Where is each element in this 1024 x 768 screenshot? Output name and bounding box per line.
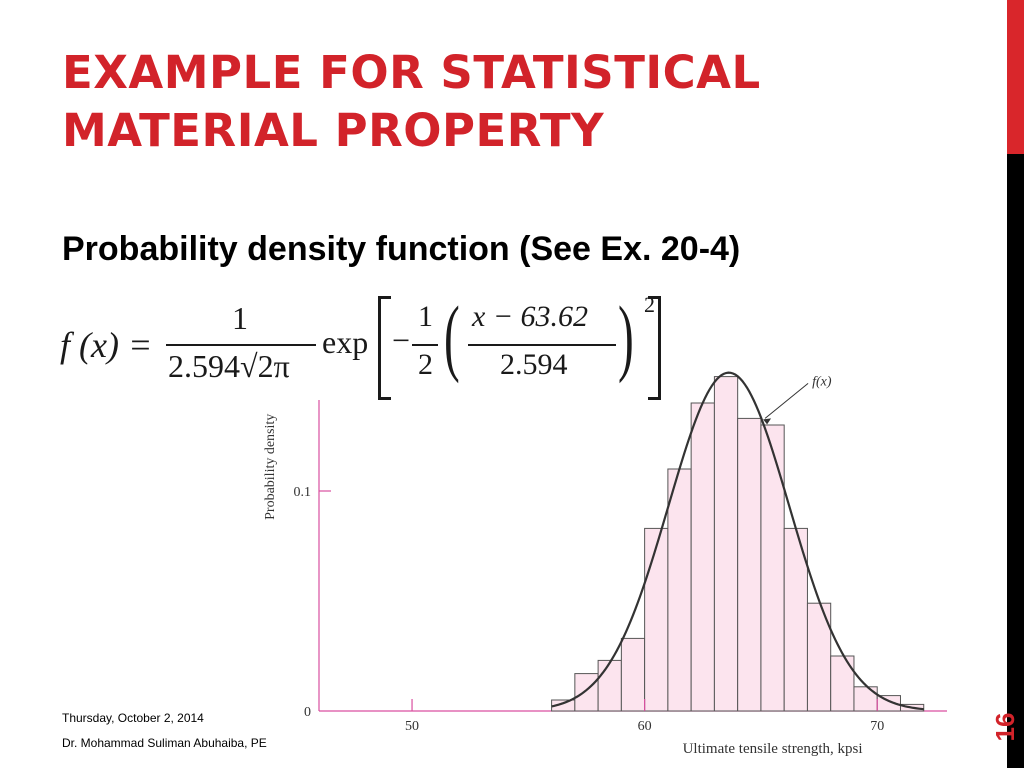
histogram-bar (597, 659, 622, 712)
formula-power: 2 (644, 292, 655, 317)
pdf-histogram-chart: 50 60 70 0 0.1 Ultimate tensile strength, kps… (263, 371, 947, 757)
histogram-bar (713, 376, 739, 712)
x-axis-label: Ultimate tensile strength, kpsi (683, 741, 863, 757)
histogram-bar (574, 673, 599, 712)
x-tick-label: 50 (405, 719, 419, 734)
histogram-bar (737, 417, 762, 712)
slide-number: 16 (990, 712, 1020, 742)
formula-half-numerator: 1 (418, 300, 433, 333)
formula-exp: exp (322, 324, 369, 360)
formula-inner-numerator: x − 63.62 (472, 300, 589, 333)
formula-inner-bar (468, 344, 616, 346)
formula-lhs: f (x) = (60, 325, 153, 365)
formula-denominator: 2.594√2π (168, 348, 290, 384)
right-dark-bar (1007, 154, 1024, 768)
curve-label-arrowhead (763, 418, 772, 425)
formula-numerator: 1 (232, 300, 248, 336)
y-axis-label: Probability density (263, 414, 278, 520)
formula-fraction-bar (166, 344, 316, 346)
title-line-2: MATERIAL PROPERTY (62, 104, 605, 157)
subtitle: Probability density function (See Ex. 20… (62, 230, 741, 268)
curve-label-leader (764, 383, 809, 419)
histogram-bar (760, 424, 785, 712)
histogram-bar (667, 468, 692, 712)
footer-author: Dr. Mohammad Suliman Abuhaiba, PE (62, 736, 267, 750)
formula-minus: − (392, 322, 411, 358)
histogram-bar (853, 686, 878, 712)
formula-right-paren: ) (618, 288, 634, 384)
y-tick-label: 0 (304, 705, 311, 720)
curve-label: f(x) (812, 374, 832, 389)
histogram-bar (620, 637, 646, 712)
formula-left-bracket (378, 296, 391, 400)
histogram-bar (690, 402, 715, 712)
pdf-formula: f (x) = 1 2.594√2π exp − 1 2 ( x − 63.62… (60, 288, 690, 402)
title-line-1: EXAMPLE FOR STATISTICAL (62, 46, 761, 99)
x-tick-label: 70 (870, 719, 884, 734)
formula-inner-denominator: 2.594 (500, 348, 568, 381)
histogram-bar (830, 655, 855, 712)
x-tick-label: 60 (638, 719, 652, 734)
histogram-bar (644, 527, 669, 712)
y-tick-label: 0.1 (294, 485, 312, 500)
slide-title: EXAMPLE FOR STATISTICAL MATERIAL PROPERT… (62, 44, 992, 160)
formula-right-bracket (648, 296, 661, 400)
right-accent-bar (1007, 0, 1024, 154)
formula-half-bar (412, 344, 438, 346)
pdf-curve (551, 371, 924, 711)
formula-left-paren: ( (444, 288, 460, 384)
footer-date: Thursday, October 2, 2014 (62, 711, 204, 725)
formula-half-denominator: 2 (418, 348, 433, 381)
